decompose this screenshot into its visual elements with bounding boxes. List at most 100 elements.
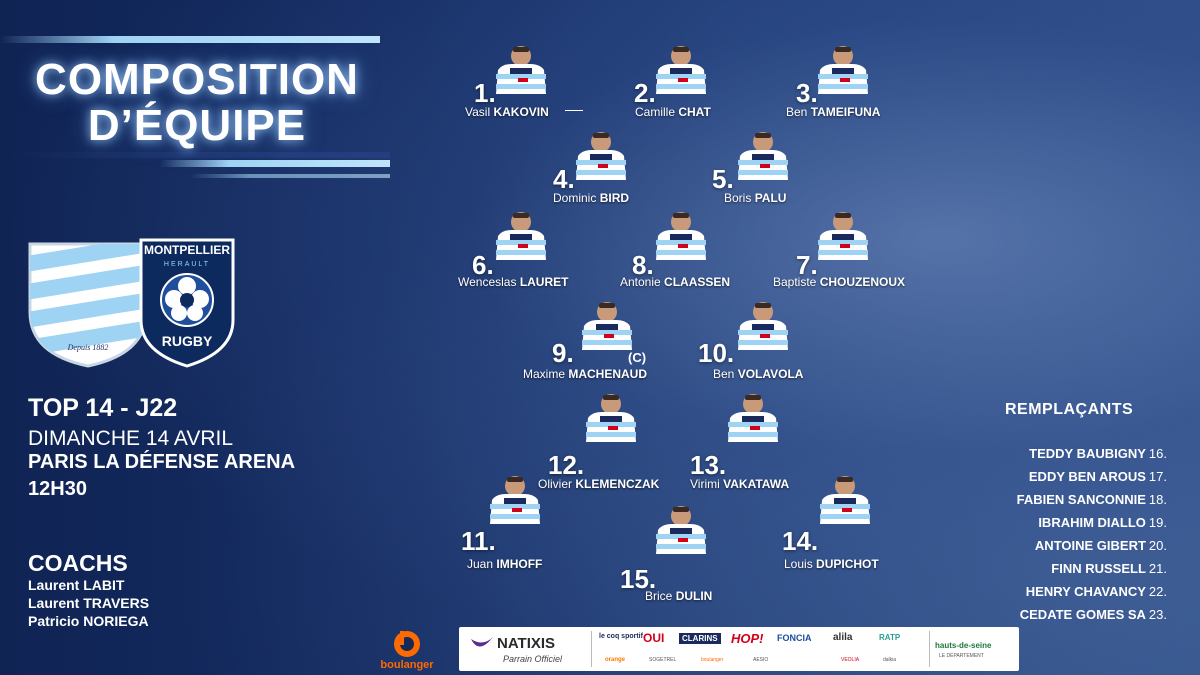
player-name: Virimi VAKATAWA bbox=[690, 478, 789, 490]
substitute-row: FINN RUSSELL 21. bbox=[1051, 561, 1167, 576]
substitute-name: FABIEN SANCONNIE bbox=[1016, 492, 1146, 507]
sponsor-divider bbox=[591, 631, 592, 667]
player-first-name: Vasil bbox=[465, 105, 494, 119]
player-number: 8. bbox=[632, 250, 654, 280]
substitute-name: EDDY BEN AROUS bbox=[1028, 469, 1146, 484]
sponsor-ratp: RATP bbox=[879, 633, 901, 642]
substitute-name: CEDATE GOMES SA bbox=[1019, 607, 1146, 622]
sponsor-sogetrel: SOGETREL bbox=[649, 657, 677, 663]
player-photo bbox=[816, 44, 870, 94]
decor-stripe bbox=[190, 174, 390, 178]
coach-name: Laurent TRAVERS bbox=[28, 595, 150, 611]
player-photo bbox=[654, 210, 708, 260]
player-last-name: KAKOVIN bbox=[493, 105, 549, 119]
decor-stripe bbox=[0, 36, 380, 43]
sponsor-dalkia: dalkia bbox=[883, 657, 897, 663]
player-last-name: CHAT bbox=[678, 105, 711, 119]
player-last-name: CHOUZENOUX bbox=[819, 275, 906, 289]
player-name: Dominic BIRD bbox=[553, 192, 629, 204]
captain-mark: (C) bbox=[628, 350, 647, 365]
player-name: Boris PALU bbox=[724, 192, 786, 204]
sponsor-bar: NATIXIS Parrain Officiel le coq sportif … bbox=[459, 627, 1019, 671]
player-last-name: DULIN bbox=[675, 589, 713, 603]
player-name: Antonie CLAASSEN bbox=[620, 276, 730, 288]
player-first-name: Baptiste bbox=[773, 275, 820, 289]
player-first-name: Virimi bbox=[690, 477, 724, 491]
sponsor-orange: orange bbox=[605, 657, 626, 663]
substitute-row: FABIEN SANCONNIE 18. bbox=[1017, 492, 1167, 507]
player-number: 7. bbox=[796, 250, 818, 280]
natixis-icon bbox=[471, 637, 493, 647]
player-last-name: VOLAVOLA bbox=[737, 367, 804, 381]
player-last-name: BIRD bbox=[599, 191, 630, 205]
player-name: Baptiste CHOUZENOUX bbox=[773, 276, 905, 288]
player-number: 3. bbox=[796, 78, 818, 108]
player-last-name: PALU bbox=[754, 191, 787, 205]
substitute-row: TEDDY BAUBIGNY 16. bbox=[1029, 446, 1167, 461]
player-last-name: LAURET bbox=[519, 275, 569, 289]
player-number: 4. bbox=[553, 164, 575, 194]
player-photo bbox=[494, 210, 548, 260]
player-first-name: Antonie bbox=[620, 275, 665, 289]
decor-stripe bbox=[160, 160, 390, 167]
player-number: 5. bbox=[712, 164, 734, 194]
boulanger-logo: boulanger bbox=[380, 631, 434, 671]
player-photo bbox=[654, 504, 708, 554]
mhr-top-text: MONTPELLIER bbox=[144, 243, 230, 257]
player-photo bbox=[584, 392, 638, 442]
player-photo bbox=[494, 44, 548, 94]
decor-stripe bbox=[10, 152, 390, 158]
player-number: 15. bbox=[620, 564, 657, 594]
player-first-name: Brice bbox=[645, 589, 676, 603]
competition-label: TOP 14 - J22 bbox=[28, 394, 178, 422]
player-number: 13. bbox=[690, 450, 727, 480]
player-number: 12. bbox=[548, 450, 585, 480]
player-first-name: Maxime bbox=[523, 367, 569, 381]
player-photo bbox=[736, 300, 790, 350]
player-number: 14. bbox=[782, 526, 819, 556]
decor-line bbox=[565, 110, 583, 111]
player-first-name: Wenceslas bbox=[458, 275, 520, 289]
player-first-name: Ben bbox=[786, 105, 811, 119]
player-first-name: Boris bbox=[724, 191, 755, 205]
sponsor-aesio: AESIO bbox=[753, 657, 769, 663]
page-title-line-1: COMPOSITION bbox=[35, 55, 359, 104]
sponsor-foncia: FONCIA bbox=[777, 633, 812, 643]
player-photo bbox=[574, 130, 628, 180]
substitute-number: 18. bbox=[1148, 492, 1167, 507]
player-last-name: TAMEIFUNA bbox=[810, 105, 881, 119]
player-number: 9. bbox=[552, 338, 574, 368]
player-photo bbox=[488, 474, 542, 524]
sponsor-divider bbox=[929, 631, 930, 667]
substitute-row: EDDY BEN AROUS 17. bbox=[1029, 469, 1167, 484]
substitute-number: 21. bbox=[1148, 561, 1167, 576]
sponsor-oui: OUI bbox=[643, 631, 665, 645]
substitute-row: CEDATE GOMES SA 23. bbox=[1020, 607, 1167, 622]
player-photo bbox=[818, 474, 872, 524]
player-number: 10. bbox=[698, 338, 735, 368]
substitute-name: FINN RUSSELL bbox=[1051, 561, 1146, 576]
substitutes-title: REMPLAÇANTS bbox=[1005, 401, 1134, 418]
natixis-wordmark: NATIXIS bbox=[497, 635, 556, 652]
mhr-bottom-text: RUGBY bbox=[162, 333, 213, 349]
player-photo bbox=[726, 392, 780, 442]
player-last-name: MACHENAUD bbox=[568, 367, 648, 381]
substitute-name: TEDDY BAUBIGNY bbox=[1029, 446, 1146, 461]
player-first-name: Louis bbox=[784, 557, 817, 571]
substitute-name: HENRY CHAVANCY bbox=[1025, 584, 1146, 599]
player-name: Wenceslas LAURET bbox=[458, 276, 568, 288]
racing-92-logo: Depuis 1882 bbox=[28, 242, 148, 368]
sponsor-departement: LE DÉPARTEMENT bbox=[939, 653, 984, 659]
player-name: Maxime MACHENAUD bbox=[523, 368, 647, 380]
player-first-name: Olivier bbox=[538, 477, 576, 491]
coach-name: Laurent LABIT bbox=[28, 577, 125, 593]
player-first-name: Juan bbox=[467, 557, 497, 571]
player-photo bbox=[580, 300, 634, 350]
player-last-name: KLEMENCZAK bbox=[575, 477, 660, 491]
player-photo bbox=[736, 130, 790, 180]
match-date: DIMANCHE 14 AVRIL bbox=[28, 427, 234, 450]
player-name: Camille CHAT bbox=[635, 106, 711, 118]
substitute-row: HENRY CHAVANCY 22. bbox=[1026, 584, 1167, 599]
natixis-sub: Parrain Officiel bbox=[503, 654, 563, 664]
player-number: 11. bbox=[461, 526, 496, 556]
